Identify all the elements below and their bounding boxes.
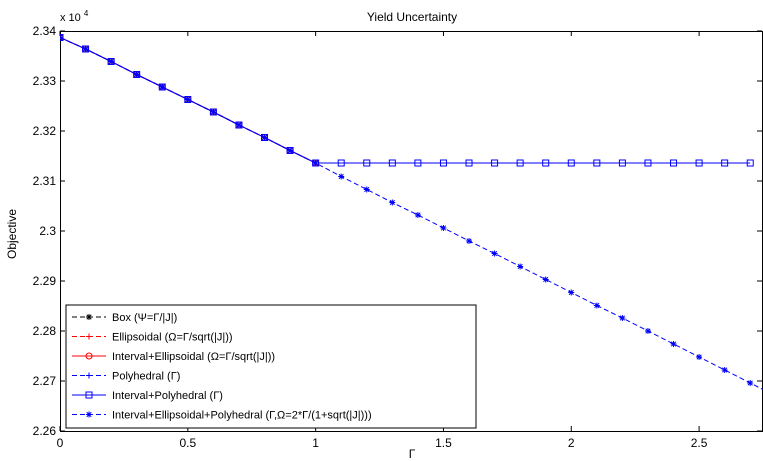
x-tick-label: 1.5 (435, 436, 452, 450)
series-point (159, 84, 166, 90)
series-point (414, 159, 422, 167)
y-tick-label: 2.33 (33, 74, 57, 88)
series-point (363, 159, 371, 167)
legend-marker (86, 411, 92, 418)
x-tick-label: 0 (57, 436, 64, 450)
series-point (491, 250, 498, 257)
y-tick-label: 2.34 (33, 24, 57, 38)
series-point (133, 71, 140, 78)
series-point (312, 160, 319, 166)
series-point (338, 173, 345, 180)
series-point (619, 315, 626, 321)
legend-item: Ellipsoidal (Ω=Γ/sqrt(|J|)) (72, 332, 233, 344)
series-point (363, 186, 370, 193)
series-point (670, 341, 677, 347)
series-point (82, 46, 89, 52)
series-point (568, 289, 575, 296)
series-point (440, 225, 447, 231)
y-axis-multiplier: x 10 4 (60, 9, 89, 24)
y-tick-label: 2.32 (33, 124, 57, 138)
legend-item: Interval+Ellipsoidal (Ω=Γ/sqrt(|J|)) (72, 351, 275, 363)
series-point (721, 367, 728, 373)
legend-label: Ellipsoidal (Ω=Γ/sqrt(|J|)) (112, 332, 233, 344)
legend-item: Polyhedral (Γ) (72, 371, 180, 383)
series-point (644, 328, 651, 334)
series-point (567, 159, 575, 167)
y-axis-multiplier-exponent: 4 (84, 9, 89, 18)
series-point (644, 159, 652, 167)
series-5 (60, 34, 754, 167)
series-point (210, 109, 217, 115)
y-tick-label: 2.3 (39, 224, 56, 238)
series-point (60, 34, 63, 41)
series-point (261, 134, 268, 141)
series-point (184, 96, 191, 103)
y-tick-label: 2.29 (33, 274, 57, 288)
legend-label: Polyhedral (Γ) (112, 371, 180, 383)
series-point (695, 159, 703, 167)
y-tick-label: 2.31 (33, 174, 57, 188)
x-tick-label: 2 (568, 436, 575, 450)
series-point (747, 380, 754, 386)
legend-item: Interval+Polyhedral (Γ) (72, 390, 223, 402)
series-point (593, 159, 601, 167)
series-point (746, 159, 754, 167)
series-point (465, 159, 473, 167)
y-tick-label: 2.28 (33, 324, 57, 338)
y-axis-label: Objective (5, 209, 19, 259)
plot-area (60, 34, 763, 390)
x-tick-label: 2.5 (691, 436, 708, 450)
series-point (696, 354, 703, 360)
series-point (388, 159, 396, 167)
series-point (517, 263, 524, 270)
series-point (542, 276, 549, 283)
legend-label: Interval+Ellipsoidal+Polyhedral (Γ,Ω=2*Γ… (112, 410, 372, 422)
series-point (108, 58, 115, 65)
y-axis-multiplier-base: x 10 (60, 12, 81, 24)
series-point (542, 159, 550, 167)
legend-marker (86, 372, 92, 379)
series-point (235, 122, 242, 128)
series-point (287, 147, 294, 154)
series-point (593, 302, 600, 309)
legend-item: Interval+Ellipsoidal+Polyhedral (Γ,Ω=2*Γ… (72, 410, 372, 422)
series-point (414, 212, 421, 218)
series-point (439, 159, 447, 167)
legend-item: Box (Ψ=Γ/|J|) (72, 312, 177, 324)
legend-box (65, 304, 477, 429)
legend-label: Interval+Ellipsoidal (Ω=Γ/sqrt(|J|)) (112, 351, 275, 363)
x-tick-label: 0.5 (179, 436, 196, 450)
legend-marker (86, 314, 92, 320)
legend-label: Box (Ψ=Γ/|J|) (112, 312, 177, 324)
legend-marker (86, 333, 92, 340)
x-axis-label: Γ (409, 447, 416, 461)
legend: Box (Ψ=Γ/|J|) Ellipsoidal (Ω=Γ/sqrt(|J|))… (65, 304, 477, 429)
series-6 (60, 34, 763, 390)
axes: 0 0.5 1 1.5 2 2.5 2.26 2.27 2.28 2.29 2.3 2.31 2.32 2… (33, 24, 763, 450)
x-tick-label: 1 (312, 436, 319, 450)
legend-marker (85, 352, 93, 360)
legend-label: Interval+Polyhedral (Γ) (112, 390, 223, 402)
series-point (618, 159, 626, 167)
y-tick-label: 2.27 (33, 374, 57, 388)
series-line (60, 37, 763, 390)
chart-title: Yield Uncertainty (367, 10, 457, 24)
series-point (721, 159, 729, 167)
series-point (516, 159, 524, 167)
y-tick-label: 2.26 (33, 424, 57, 438)
series-point (466, 238, 473, 244)
series-point (337, 159, 345, 167)
series-point (389, 199, 396, 206)
series-line (60, 37, 751, 164)
legend-marker (85, 391, 93, 399)
series-point (670, 159, 678, 167)
series-point (491, 159, 499, 167)
